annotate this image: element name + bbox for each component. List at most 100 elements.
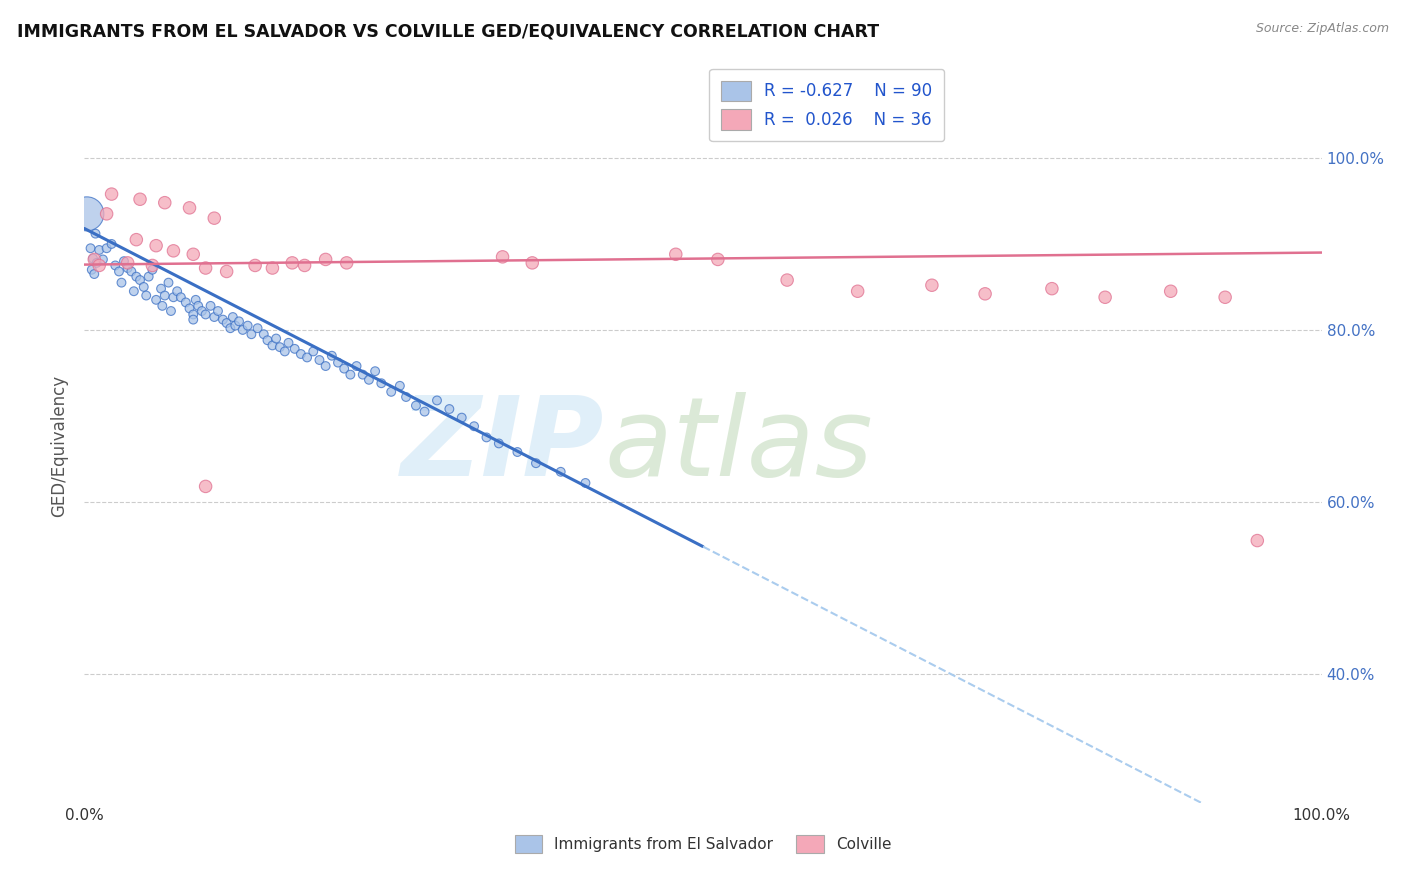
Point [463,419,485,434]
Point [380,384,402,399]
Point [191,304,214,318]
Point [346,359,368,373]
Point [488,436,510,450]
Point [179,201,201,215]
Point [224,318,246,333]
Point [117,256,139,270]
Point [339,368,361,382]
Point [364,364,387,378]
Point [160,304,183,318]
Point [132,280,155,294]
Point [475,430,498,444]
Point [315,359,337,373]
Point [284,342,307,356]
Point [326,356,349,370]
Point [281,256,304,270]
Point [100,236,122,251]
Point [179,301,201,316]
Point [80,262,103,277]
Point [450,410,472,425]
Point [262,338,284,352]
Point [665,247,688,261]
Point [333,361,356,376]
Point [194,260,217,275]
Point [550,465,572,479]
Point [219,321,242,335]
Point [506,445,529,459]
Point [413,404,436,418]
Point [141,262,163,277]
Point [89,243,111,257]
Point [153,288,176,302]
Point [243,259,266,273]
Point [228,314,250,328]
Point [162,244,184,258]
Point [846,285,869,299]
Point [194,308,217,322]
Point [174,295,197,310]
Point [166,285,188,299]
Point [110,276,132,290]
Point [145,238,167,252]
Point [215,316,238,330]
Point [194,479,217,493]
Point [141,259,163,273]
Point [1213,290,1236,304]
Point [104,259,127,273]
Point [153,195,176,210]
Point [181,308,204,322]
Text: IMMIGRANTS FROM EL SALVADOR VS COLVILLE GED/EQUIVALENCY CORRELATION CHART: IMMIGRANTS FROM EL SALVADOR VS COLVILLE … [17,22,879,40]
Point [315,252,337,267]
Point [86,256,108,270]
Point [145,293,167,307]
Point [83,267,105,281]
Point [138,269,160,284]
Point [150,282,173,296]
Point [524,456,547,470]
Point [96,241,118,255]
Point [181,247,204,261]
Point [921,278,943,293]
Point [426,393,449,408]
Point [388,379,411,393]
Point [200,299,222,313]
Point [574,475,596,490]
Point [129,192,152,206]
Point [187,299,209,313]
Point [125,269,148,284]
Point [91,252,114,267]
Point [76,207,98,221]
Point [776,273,799,287]
Point [122,285,145,299]
Point [370,376,392,391]
Point [439,402,461,417]
Point [108,264,131,278]
Text: ZIP: ZIP [401,392,605,500]
Point [405,399,427,413]
Point [162,290,184,304]
Point [83,252,105,267]
Point [232,323,254,337]
Point [184,293,207,307]
Point [308,353,330,368]
Point [357,373,380,387]
Point [290,347,312,361]
Point [352,368,374,382]
Text: Source: ZipAtlas.com: Source: ZipAtlas.com [1256,22,1389,36]
Point [236,318,259,333]
Point [253,327,276,342]
Point [207,304,229,318]
Y-axis label: GED/Equivalency: GED/Equivalency [51,375,69,517]
Point [295,351,318,365]
Point [246,321,269,335]
Point [274,344,297,359]
Point [96,207,118,221]
Point [974,286,997,301]
Point [117,260,139,275]
Point [181,312,204,326]
Point [277,335,299,350]
Point [150,299,173,313]
Point [215,264,238,278]
Point [100,187,122,202]
Point [321,349,343,363]
